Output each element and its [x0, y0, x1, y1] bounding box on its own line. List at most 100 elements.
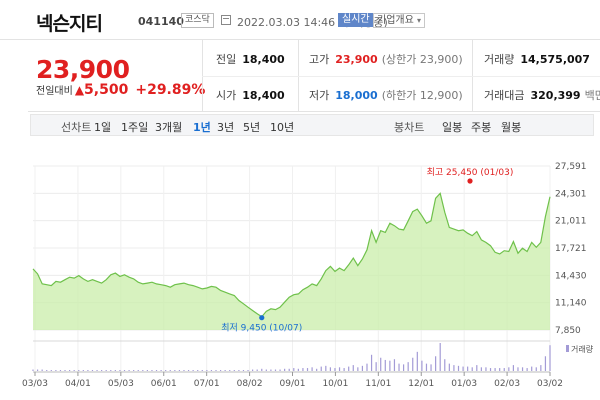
volume-bar	[229, 370, 231, 371]
volume-bar	[316, 368, 318, 371]
y-tick-label: 11,140	[555, 299, 587, 309]
low-marker	[259, 315, 265, 321]
volume-bar	[430, 364, 432, 371]
low-price: 저가 18,000 (하한가 12,900)	[309, 87, 463, 103]
volume-bar	[503, 368, 505, 371]
volume-bar	[489, 368, 492, 371]
volume-bar	[467, 366, 469, 371]
volume-bar	[444, 359, 446, 371]
line-chart-toggle[interactable]: 선차트	[61, 121, 92, 134]
prev-close-value: 18,400	[242, 53, 285, 66]
volume-bar	[219, 370, 222, 371]
volume-bar	[348, 366, 350, 371]
period-1d[interactable]: 1일	[94, 121, 112, 134]
volume-bar	[535, 367, 537, 371]
trade-amount: 거래대금 320,399 백만	[484, 87, 600, 103]
candle-weekly[interactable]: 주봉	[471, 121, 492, 134]
high-value: 23,900	[335, 53, 378, 66]
chart-grid	[33, 165, 551, 373]
volume-bar	[73, 370, 75, 371]
x-tick-label: 02/03	[494, 379, 520, 389]
lower-limit: (하한가 12,900)	[381, 89, 463, 102]
chart-annotations: 최고 25,450 (01/03) 최저 9,450 (10/07)	[221, 167, 513, 334]
company-info-dropdown[interactable]: 기업개요 ▾	[373, 13, 426, 28]
low-annotation: 최저 9,450 (10/07)	[221, 323, 302, 334]
volume-bar	[421, 360, 423, 371]
volume-bar	[425, 363, 428, 371]
volume-bar	[224, 370, 226, 371]
volume-bar	[375, 362, 377, 371]
x-tick-label: 06/01	[151, 379, 177, 389]
volume-bar	[494, 368, 496, 371]
volume-bar	[329, 367, 331, 371]
volume-bar	[393, 359, 396, 371]
y-tick-label: 24,301	[555, 189, 587, 199]
period-1y[interactable]: 1년	[193, 121, 211, 134]
current-price: 23,900	[36, 55, 130, 84]
volume-bar	[462, 366, 464, 371]
volume-bar	[293, 368, 295, 371]
divider	[107, 121, 108, 131]
y-tick-label: 7,850	[555, 326, 581, 336]
volume-bar	[55, 370, 57, 371]
period-3m[interactable]: 3개월	[155, 121, 183, 134]
volume-bar	[297, 368, 299, 371]
volume-bar	[407, 362, 409, 371]
volume-bar	[174, 370, 176, 371]
volume-bar	[151, 370, 153, 371]
volume-bar	[242, 370, 245, 371]
volume-bar	[531, 366, 533, 371]
stock-header: 넥슨지티 041140 코스닥 2022.03.03 14:46 기준(장중) …	[0, 0, 600, 40]
volume-bar	[457, 365, 460, 371]
price-change: 전일대비 ▲5,500 +29.89%	[36, 82, 205, 98]
period-1w[interactable]: 1주일	[121, 121, 149, 134]
volume-bar	[416, 351, 418, 371]
x-tick-label: 05/03	[108, 379, 134, 389]
volume-legend-label: 거래량	[571, 344, 594, 354]
volume-bar	[311, 367, 313, 371]
volume-bars: 거래량	[32, 343, 594, 371]
x-tick-label: 08/02	[237, 379, 263, 389]
candle-daily[interactable]: 일봉	[442, 121, 463, 134]
volume-bar	[288, 368, 290, 371]
realtime-button[interactable]: 실시간	[338, 13, 374, 27]
price-line	[32, 192, 551, 318]
volume-legend-swatch	[566, 345, 569, 352]
volume-bar	[521, 367, 524, 371]
volume: 거래량 14,575,007	[484, 51, 590, 67]
volume-bar	[155, 370, 158, 371]
volume-bar	[517, 367, 519, 371]
period-10y[interactable]: 10년	[270, 121, 295, 134]
volume-bar	[215, 370, 217, 371]
volume-bar	[137, 370, 139, 371]
high-marker	[467, 178, 473, 184]
volume-bar	[187, 370, 190, 371]
period-5y[interactable]: 5년	[243, 121, 261, 134]
volume-bar	[370, 354, 373, 371]
volume-bar	[270, 369, 272, 371]
change-value: 5,500	[84, 82, 129, 98]
x-tick-label: 11/01	[365, 379, 391, 389]
stock-code: 041140	[138, 15, 184, 28]
volume-bar	[389, 360, 391, 371]
volume-bar	[146, 370, 148, 371]
volume-bar	[265, 369, 267, 371]
change-percent: +29.89%	[135, 82, 206, 98]
volume-bar	[435, 356, 437, 371]
candle-monthly[interactable]: 월봉	[501, 121, 522, 134]
volume-bar	[448, 363, 450, 371]
volume-bar	[142, 370, 144, 371]
volume-bar	[512, 365, 514, 371]
volume-bar	[87, 370, 89, 371]
amount-unit: 백만	[584, 89, 600, 102]
volume-bar	[114, 370, 116, 371]
candle-chart-toggle[interactable]: 봉차트	[394, 121, 425, 134]
volume-bar	[384, 359, 386, 371]
quote-summary: 23,900 전일대비 ▲5,500 +29.89% 전일 18,400 시가 18,4…	[28, 40, 600, 112]
volume-bar	[338, 367, 341, 371]
volume-bar	[178, 370, 181, 371]
prev-close-label: 전일	[216, 53, 237, 66]
low-value: 18,000	[335, 89, 378, 102]
volume-bar	[357, 367, 359, 371]
period-3y[interactable]: 3년	[217, 121, 235, 134]
